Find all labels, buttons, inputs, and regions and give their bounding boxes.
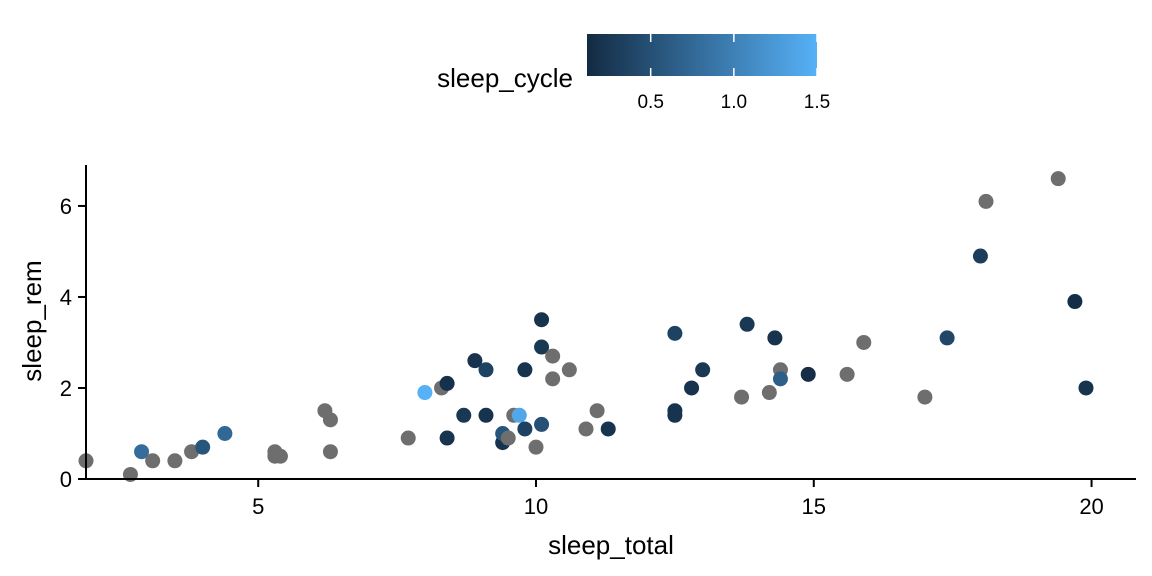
- data-point: [1078, 380, 1094, 396]
- x-axis-title: sleep_total: [548, 530, 674, 560]
- data-point: [417, 385, 433, 401]
- x-tick-label: 10: [524, 494, 548, 519]
- data-point: [478, 407, 494, 423]
- data-point: [917, 389, 933, 405]
- data-point: [856, 334, 872, 350]
- data-point: [684, 380, 700, 396]
- data-point: [322, 412, 338, 428]
- data-points: [78, 171, 1094, 482]
- data-point: [1050, 171, 1066, 187]
- data-point: [939, 330, 955, 346]
- data-point: [667, 325, 683, 341]
- data-point: [217, 425, 233, 441]
- colorbar-tick-label: 0.5: [637, 92, 663, 113]
- data-point: [734, 389, 750, 405]
- data-point: [195, 439, 211, 455]
- y-axis-title: sleep_rem: [17, 260, 47, 381]
- data-point: [767, 330, 783, 346]
- colorbar-tick-label: 1.5: [804, 92, 830, 113]
- data-point: [322, 444, 338, 460]
- data-point: [739, 316, 755, 332]
- data-point: [972, 248, 988, 264]
- data-point: [800, 366, 816, 382]
- legend-title: sleep_cycle: [437, 63, 573, 93]
- data-point: [145, 453, 161, 469]
- y-axis-ticks: 0 2 4 6: [60, 194, 86, 492]
- data-point: [589, 403, 605, 419]
- data-point: [517, 421, 533, 437]
- data-point: [978, 193, 994, 209]
- y-tick-label: 2: [60, 376, 72, 401]
- data-point: [439, 375, 455, 391]
- data-point: [839, 366, 855, 382]
- data-point: [545, 348, 561, 364]
- data-point: [534, 339, 550, 355]
- data-point: [772, 371, 788, 387]
- y-tick-label: 4: [60, 285, 72, 310]
- data-point: [1067, 294, 1083, 310]
- y-tick-label: 6: [60, 194, 72, 219]
- data-point: [400, 430, 416, 446]
- colorbar-ticks: 0.5 1.0 1.5: [637, 34, 830, 113]
- x-axis-ticks: 5 10 15 20: [252, 479, 1104, 519]
- x-tick-label: 20: [1079, 494, 1103, 519]
- data-point: [478, 362, 494, 378]
- data-point: [761, 385, 777, 401]
- data-point: [467, 353, 483, 369]
- data-point: [600, 421, 616, 437]
- x-tick-label: 5: [252, 494, 264, 519]
- data-point: [528, 439, 544, 455]
- data-point: [561, 362, 577, 378]
- data-point: [272, 448, 288, 464]
- data-point: [167, 453, 183, 469]
- colorbar-tick-label: 1.0: [721, 92, 747, 113]
- data-point: [500, 430, 516, 446]
- data-point: [534, 312, 550, 328]
- data-point: [439, 430, 455, 446]
- colorbar: [587, 34, 817, 76]
- data-point: [545, 371, 561, 387]
- data-point: [667, 407, 683, 423]
- data-point: [511, 407, 527, 423]
- x-tick-label: 15: [802, 494, 826, 519]
- legend: sleep_cycle 0.5 1.0 1.5: [437, 34, 830, 113]
- data-point: [534, 416, 550, 432]
- data-point: [578, 421, 594, 437]
- y-tick-label: 0: [60, 467, 72, 492]
- data-point: [456, 407, 472, 423]
- data-point: [695, 362, 711, 378]
- data-point: [517, 362, 533, 378]
- data-point: [134, 444, 150, 460]
